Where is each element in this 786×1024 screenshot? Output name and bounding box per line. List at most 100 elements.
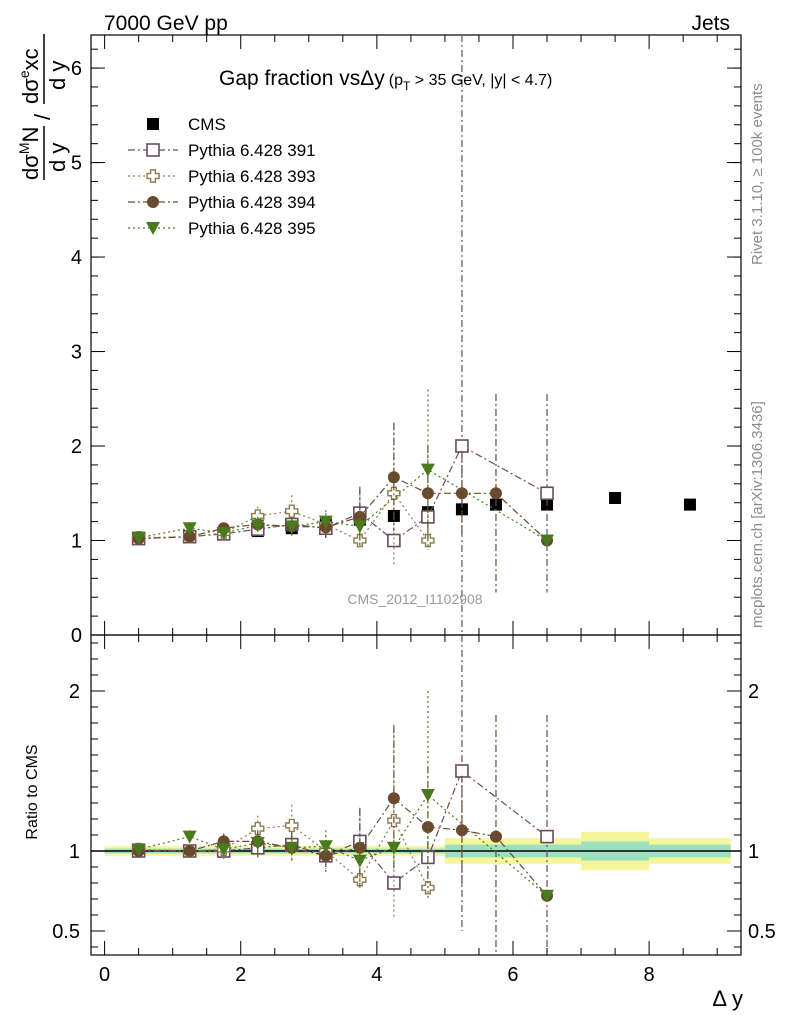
series-pythia-6-428-391 (131, 635, 554, 955)
series-line (138, 794, 548, 897)
series-line (138, 468, 548, 542)
data-point (353, 510, 366, 523)
analysis-watermark: CMS_2012_I1102908 (347, 591, 482, 607)
data-point (352, 520, 367, 534)
ratio-y-tick-label-right: 0.5 (748, 921, 776, 943)
data-point (386, 841, 401, 855)
ratio-y-tick-label: 1 (69, 841, 80, 863)
y-tick-label: 5 (71, 153, 82, 175)
data-point (284, 520, 299, 534)
x-axis-label: Δ y (712, 986, 743, 1011)
data-point (182, 522, 197, 536)
ratio-y-tick-label: 2 (69, 681, 80, 703)
legend-label: Pythia 6.428 393 (188, 167, 316, 186)
data-point (131, 531, 146, 545)
ratio-y-tick-label-right: 1 (748, 841, 759, 863)
data-point (455, 824, 468, 837)
svg-text:dσMN: dσMN (16, 127, 43, 180)
data-point (455, 487, 468, 500)
legend-entry: Pythia 6.428 393 (128, 167, 316, 186)
legend-label: CMS (188, 115, 226, 134)
series-line (138, 492, 429, 542)
legend-entry: Pythia 6.428 391 (128, 141, 316, 160)
x-tick-label: 2 (235, 964, 246, 986)
data-point (609, 491, 622, 504)
data-point (250, 837, 265, 850)
data-point (683, 498, 696, 511)
svg-text:dσexc: dσexc (16, 48, 43, 104)
x-tick-label: 4 (371, 964, 382, 986)
data-point (318, 840, 333, 854)
data-point (183, 530, 196, 543)
data-point (387, 876, 401, 890)
ratio-data-series (131, 635, 555, 955)
series-line (138, 770, 548, 884)
main-plot-panel: 0 1 2 3 4 5 6 Gap fraction vsΔy (pT > 35 GeV, |… (16, 34, 742, 647)
legend-entry: Pythia 6.428 394 (128, 193, 316, 212)
data-point (318, 515, 333, 529)
data-point (387, 486, 401, 500)
legend-marker (146, 222, 160, 235)
data-point (489, 830, 502, 843)
series-line (138, 476, 548, 541)
legend-marker (147, 118, 159, 130)
plot-title: Gap fraction vsΔy (pT > 35 GeV, |y| < 4.7… (219, 67, 552, 93)
x-tick-label: 8 (644, 964, 655, 986)
data-point (285, 818, 299, 833)
data-point (353, 841, 366, 854)
data-point (489, 487, 502, 500)
ratio-y-tick-label-right: 2 (748, 681, 759, 703)
mcplots-source-label: mcplots.cern.ch [arXiv:1306.3436] (749, 401, 766, 628)
data-point (540, 486, 554, 501)
data-point (455, 764, 469, 778)
data-point (420, 789, 435, 802)
legend-label: Pythia 6.428 391 (188, 141, 316, 160)
y-tick-label: 4 (71, 247, 82, 269)
ratio-y-tick-label: 0.5 (52, 921, 80, 943)
series-pythia-6-428-394 (132, 394, 554, 593)
series-pythia-6-428-395 (131, 691, 555, 903)
main-data-series (131, 35, 696, 635)
y-tick-label: 3 (71, 342, 82, 364)
process-label: Jets (691, 12, 730, 35)
main-y-axis-label: dσMN d y / dσexc d y (16, 34, 70, 180)
svg-text:d y: d y (45, 61, 70, 90)
svg-text:/: / (30, 113, 55, 120)
data-point (352, 854, 367, 868)
data-point (387, 471, 400, 484)
data-point (182, 830, 197, 844)
data-point (455, 503, 468, 516)
y-tick-label: 0 (71, 625, 82, 647)
data-point (183, 845, 196, 857)
main-axis-ticks: 0 1 2 3 4 5 6 (71, 35, 741, 647)
legend-label: Pythia 6.428 395 (188, 219, 316, 238)
svg-text:d y: d y (45, 143, 70, 172)
ratio-y-axis-label: Ratio to CMS (24, 744, 41, 839)
data-point (455, 439, 469, 453)
data-point (251, 821, 265, 836)
y-tick-label: 2 (71, 436, 82, 458)
legend-marker (146, 169, 160, 183)
ratio-plot-frame (90, 634, 742, 956)
data-point (131, 843, 146, 857)
data-point (540, 534, 555, 548)
series-pythia-6-428-395 (131, 389, 555, 550)
data-point (387, 533, 401, 548)
data-point (540, 889, 555, 903)
data-point (540, 829, 554, 844)
data-point (421, 487, 434, 500)
y-tick-label: 1 (71, 531, 82, 553)
legend-entry: CMS (147, 115, 226, 134)
collision-label: 7000 GeV pp (104, 12, 228, 35)
series-pythia-6-428-394 (132, 715, 554, 955)
legend-marker (146, 143, 160, 157)
data-point (216, 843, 231, 857)
data-point (284, 841, 299, 855)
data-point (387, 792, 400, 805)
ratio-plot-panel: 0 2 4 6 8 0.5 0.5 1 1 2 2 Ratio to CMS Δ y (24, 634, 776, 1011)
y-tick-label: 6 (71, 58, 82, 80)
data-point (250, 519, 265, 533)
data-point (216, 526, 231, 540)
x-tick-label: 0 (99, 964, 110, 986)
